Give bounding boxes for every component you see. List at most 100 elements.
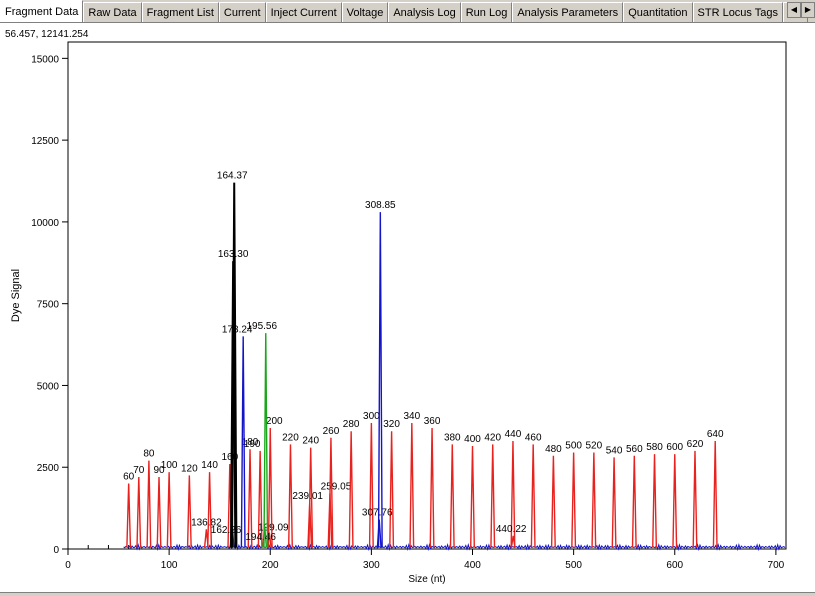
peak-red: [510, 535, 516, 548]
peak-label: 260: [323, 426, 340, 437]
peak-green: [263, 333, 269, 548]
peak-label: 60: [123, 472, 135, 483]
peak-red: [409, 423, 415, 548]
cursor-readout: 56.457, 12141.254: [5, 29, 89, 40]
tab-bar: Fragment Data Raw Data Fragment List Curren…: [0, 0, 815, 23]
peak-label: 140: [201, 460, 218, 471]
peak-red: [490, 444, 496, 548]
peak-label: 380: [444, 432, 461, 443]
peak-label: 100: [161, 460, 178, 471]
peak-red: [712, 441, 718, 548]
peak-label: 340: [403, 411, 420, 422]
peak-label: 120: [181, 463, 198, 474]
tab-scroll-buttons: ◀ ▶: [787, 2, 815, 18]
tab-run-log[interactable]: Run Log: [460, 2, 513, 22]
x-tick-label: 500: [565, 560, 582, 571]
peak-red: [591, 452, 597, 548]
peak-red: [631, 455, 637, 548]
electropherogram-chart[interactable]: 0 2500 5000 7500 10000 12500 15000 0 100 200 300 40…: [0, 40, 815, 592]
peak-label: 190: [244, 439, 261, 450]
x-tick-label: 300: [363, 560, 380, 571]
peak-red: [146, 460, 152, 548]
y-axis-label: Dye Signal: [10, 269, 22, 322]
peak-label: 160: [221, 452, 238, 463]
arrow-left-icon[interactable]: ◀: [787, 2, 801, 18]
peak-label: 580: [646, 442, 663, 453]
peak-red: [672, 454, 678, 548]
tab-str-locus-tags[interactable]: STR Locus Tags: [692, 2, 784, 22]
peak-red: [429, 427, 435, 548]
peak-red: [126, 483, 132, 548]
peak-red: [571, 452, 577, 548]
peak-label: 180: [242, 437, 259, 448]
peak-blue: [377, 212, 383, 548]
plot-frame: [67, 41, 787, 550]
arrow-right-icon[interactable]: ▶: [801, 2, 815, 18]
x-tick-label: 700: [768, 560, 785, 571]
peak-red: [449, 444, 455, 548]
peak-label: 560: [626, 444, 643, 455]
peak-red: [550, 455, 556, 548]
tab-quantitation[interactable]: Quantitation: [623, 2, 693, 22]
y-tick-label: 10000: [31, 218, 59, 229]
x-tick-label: 400: [464, 560, 481, 571]
x-axis-label: Size (nt): [408, 574, 445, 585]
peak-red: [308, 447, 314, 548]
peak-label: 220: [282, 432, 299, 443]
peak-label: 420: [484, 432, 501, 443]
y-tick-label: 0: [53, 545, 59, 556]
peak-red: [136, 477, 142, 548]
x-tick-label: 100: [161, 560, 178, 571]
tab-voltage[interactable]: Voltage: [341, 2, 389, 22]
peak-label: 600: [666, 442, 683, 453]
peak-label: 320: [383, 419, 400, 430]
x-tick-label: 200: [262, 560, 279, 571]
peak-label: 300: [363, 411, 380, 422]
peak-label: 540: [606, 445, 623, 456]
y-tick-label: 7500: [37, 300, 60, 311]
peak-label: 90: [153, 465, 165, 476]
peak-label: 164.37: [217, 171, 248, 182]
peak-label: 136.82: [191, 517, 222, 528]
peak-label: 440: [505, 429, 522, 440]
peak-label: 259.05: [321, 481, 352, 492]
peak-label: 520: [586, 441, 603, 452]
tab-analysis-log[interactable]: Analysis Log: [388, 2, 461, 22]
peak-label: 173.24: [222, 324, 253, 335]
tab-analysis-parameters[interactable]: Analysis Parameters: [512, 2, 624, 22]
peak-label: 194.46: [245, 532, 276, 543]
peak-red: [692, 450, 698, 548]
peak-label: 240: [302, 436, 319, 447]
peak-label: 400: [464, 434, 481, 445]
peak-red: [530, 444, 536, 548]
tab-inject-current[interactable]: Inject Current: [265, 2, 342, 22]
y-tick-label: 15000: [31, 54, 59, 65]
y-tick-label: 2500: [37, 463, 60, 474]
x-tick-label: 600: [666, 560, 683, 571]
peak-label: 308.85: [365, 200, 396, 211]
tab-raw-data[interactable]: Raw Data: [83, 2, 142, 22]
peak-red: [652, 454, 658, 548]
peak-label: 195.56: [246, 321, 277, 332]
peak-label: 80: [143, 449, 155, 460]
y-tick-label: 5000: [37, 381, 60, 392]
peak-red: [156, 477, 162, 548]
peak-red: [287, 444, 293, 548]
peak-label: 162.26: [211, 525, 242, 536]
tab-fragment-list[interactable]: Fragment List: [141, 2, 219, 22]
peak-label: 307.76: [362, 508, 393, 519]
peak-red: [328, 437, 334, 548]
peak-red: [186, 475, 192, 548]
peak-black: [231, 182, 238, 548]
peak-label: 239.01: [292, 491, 323, 502]
peak-label: 460: [525, 432, 542, 443]
peak-label: 620: [687, 439, 704, 450]
peak-red: [510, 441, 516, 548]
peak-label: 440.22: [496, 524, 527, 535]
peak-label: 199.09: [258, 523, 289, 534]
tab-fragment-data[interactable]: Fragment Data: [0, 0, 84, 22]
peak-red: [267, 427, 273, 548]
window-bottom-edge: [0, 592, 815, 596]
peak-red: [348, 431, 354, 548]
tab-current[interactable]: Current: [218, 2, 266, 22]
